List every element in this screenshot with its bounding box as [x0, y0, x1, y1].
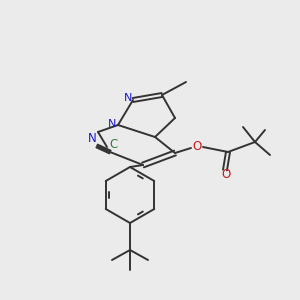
- Text: N: N: [108, 119, 116, 129]
- Text: C: C: [109, 137, 117, 151]
- Text: O: O: [192, 140, 202, 152]
- Text: N: N: [124, 93, 132, 103]
- Text: O: O: [221, 169, 231, 182]
- Text: N: N: [88, 131, 96, 145]
